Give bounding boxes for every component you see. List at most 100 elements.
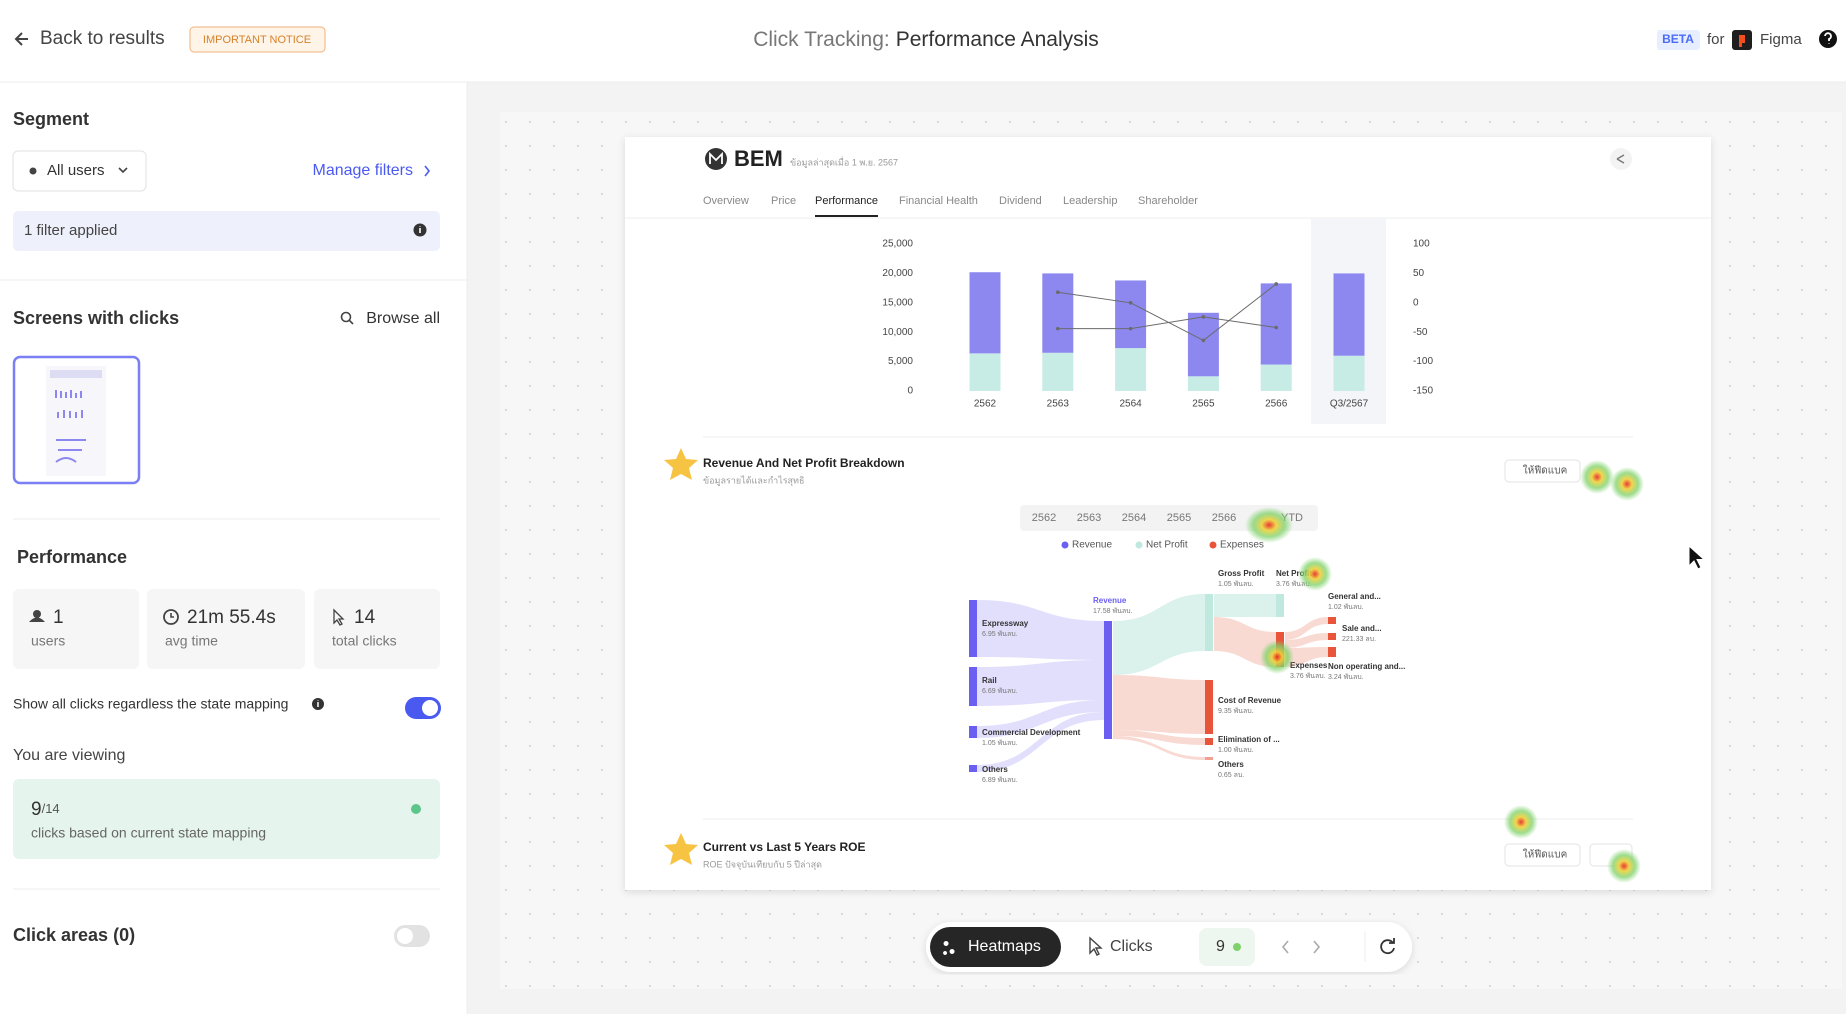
clicks-icon xyxy=(1089,936,1103,956)
feedback-label: ให้ฟีดแบค xyxy=(1523,465,1568,477)
next-button[interactable] xyxy=(1313,940,1321,954)
node-value: 9.35 พันลบ. xyxy=(1218,707,1254,715)
sankey-nodes: Expressway 6.95 พันลบ. Rail 6.69 พันลบ. Comm… xyxy=(969,569,1405,784)
screen-thumbnail[interactable] xyxy=(12,355,141,485)
clicks-button[interactable]: Clicks xyxy=(1110,938,1153,955)
browse-all[interactable]: Browse all xyxy=(366,310,440,327)
year-tab[interactable]: 2562 xyxy=(1032,512,1056,524)
viewing-count: 9/14 xyxy=(31,799,60,820)
legend-label: Expenses xyxy=(1220,540,1264,551)
tab[interactable]: Financial Health xyxy=(899,195,978,207)
sankey-node xyxy=(1104,621,1112,739)
node-label: Revenue xyxy=(1093,596,1127,605)
heat-spot xyxy=(1260,640,1294,674)
flow xyxy=(1285,633,1328,648)
share-button[interactable] xyxy=(1610,148,1632,170)
node-label: Rail xyxy=(982,676,997,685)
bar-chart: 0 5,000 10,000 15,000 20,000 25,000 -150 -100 -5… xyxy=(882,239,1433,410)
node-label: Gross Profit xyxy=(1218,569,1265,578)
legend-dot xyxy=(1061,541,1069,549)
x-tick-label: 2564 xyxy=(1119,399,1142,410)
flow xyxy=(977,660,1104,706)
stat-label: avg time xyxy=(165,633,218,649)
state-toggle[interactable] xyxy=(405,697,441,719)
count: 9 xyxy=(31,799,42,820)
filter-box[interactable] xyxy=(13,211,440,251)
manage-filters[interactable]: Manage filters xyxy=(313,162,414,179)
tab[interactable]: Dividend xyxy=(999,195,1042,207)
share-glyph xyxy=(1616,154,1625,164)
y-tick-label: 20,000 xyxy=(882,268,913,279)
bar-segment xyxy=(1042,352,1074,391)
node-value: 0.65 ลบ. xyxy=(1218,772,1244,779)
back-arrow xyxy=(14,32,28,46)
segment-icon xyxy=(29,167,37,175)
total: /14 xyxy=(42,801,60,816)
year-tab[interactable]: 2564 xyxy=(1122,512,1146,524)
heatmaps-icon xyxy=(943,941,955,955)
year-tab[interactable]: 2565 xyxy=(1167,512,1191,524)
prev-button[interactable] xyxy=(1281,940,1289,954)
node-label: General and... xyxy=(1328,592,1381,601)
line-point xyxy=(1201,338,1206,343)
live-dot xyxy=(411,804,421,814)
title-main: Performance Analysis xyxy=(896,28,1099,51)
bar-segment xyxy=(1333,355,1365,391)
flow xyxy=(977,700,1104,738)
y-tick-label: 10,000 xyxy=(882,327,913,338)
bar-segment xyxy=(1187,312,1219,377)
feedback-button[interactable] xyxy=(1504,843,1581,867)
flow xyxy=(1214,594,1276,617)
y-tick-label: 15,000 xyxy=(882,297,913,308)
sankey-node xyxy=(969,667,977,706)
help-glyph xyxy=(1824,32,1832,44)
company-name: BEM xyxy=(734,146,783,171)
sankey-node xyxy=(1205,594,1213,651)
feedback-button[interactable] xyxy=(1504,459,1581,483)
node-label: Others xyxy=(982,765,1008,774)
heat-spot xyxy=(1580,460,1614,494)
node-label: Sale and... xyxy=(1342,624,1382,633)
year-tab[interactable]: 2566 xyxy=(1212,512,1236,524)
section-title: Current vs Last 5 Years ROE xyxy=(703,840,866,854)
sankey-node xyxy=(969,726,977,738)
y-tick-label: 5,000 xyxy=(888,356,913,367)
back-label: Back to results xyxy=(40,28,165,49)
node-value: 17.58 พันลบ. xyxy=(1093,607,1133,615)
click-areas-toggle[interactable] xyxy=(394,925,430,947)
node-value: 6.95 พันลบ. xyxy=(982,630,1018,638)
heatmaps-button[interactable] xyxy=(930,927,1061,967)
bar-segment xyxy=(1260,364,1292,391)
y2-tick-label: 0 xyxy=(1413,297,1419,308)
tab[interactable]: Overview xyxy=(703,195,749,207)
tab[interactable]: Performance xyxy=(815,195,878,207)
page-title: Click Tracking: Performance Analysis xyxy=(753,28,1099,51)
notice-label: IMPORTANT NOTICE xyxy=(203,34,311,46)
tab[interactable]: Price xyxy=(771,195,796,207)
flow xyxy=(977,712,1104,772)
beta-label: BETA xyxy=(1662,32,1694,46)
manage-chevron xyxy=(424,165,431,177)
node-value: 1.02 พันลบ. xyxy=(1328,603,1364,611)
help-button[interactable] xyxy=(1819,30,1837,48)
tab[interactable]: Shareholder xyxy=(1138,195,1198,207)
tab[interactable]: Leadership xyxy=(1063,195,1117,207)
flow xyxy=(1113,736,1205,760)
year-tab[interactable]: 2563 xyxy=(1077,512,1101,524)
tabs: Overview Price Performance Financial Health… xyxy=(703,195,1198,217)
count-badge xyxy=(1199,928,1255,966)
line xyxy=(1057,316,1277,330)
stat-box xyxy=(147,589,305,669)
cursor xyxy=(1688,544,1706,570)
notice-badge[interactable] xyxy=(189,26,326,53)
section-subtitle: ROE ปัจจุบันเทียบกับ 5 ปีล่าสุด xyxy=(703,859,822,870)
node-value: 3.76 พันลบ. xyxy=(1290,672,1326,680)
segment-dropdown[interactable] xyxy=(12,150,147,192)
line xyxy=(1057,283,1277,342)
search-handle xyxy=(348,319,354,325)
back-button[interactable]: Back to results xyxy=(14,28,165,49)
node-value: 1.00 พันลบ. xyxy=(1218,746,1254,754)
refresh-button[interactable] xyxy=(1380,938,1395,955)
